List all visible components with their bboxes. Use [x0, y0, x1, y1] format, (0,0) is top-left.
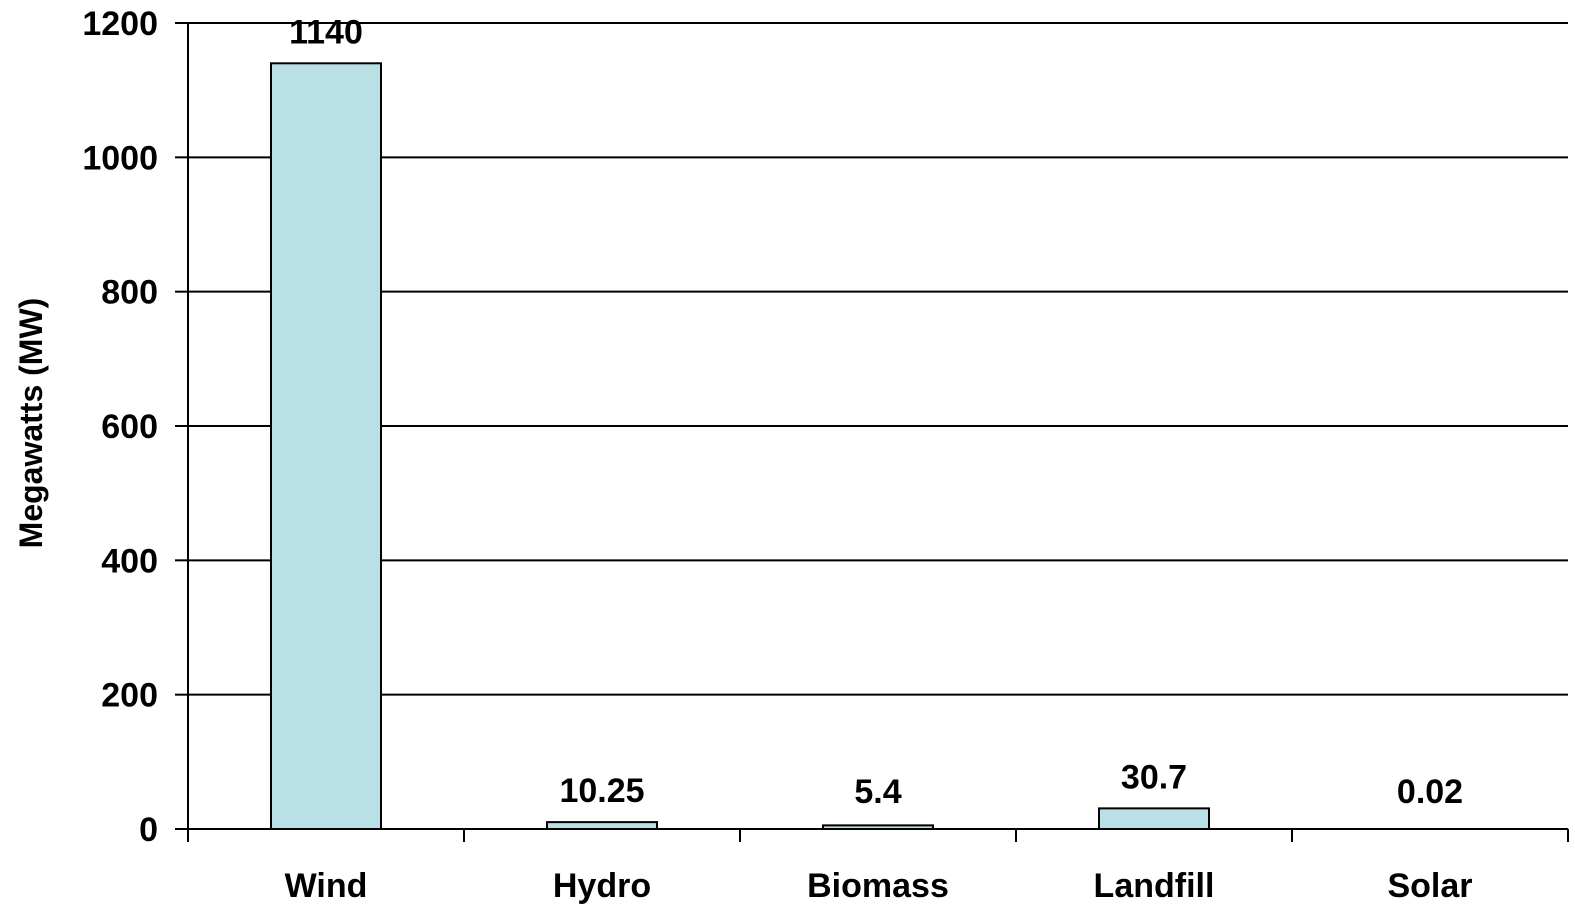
- y-tick-label: 200: [101, 677, 158, 715]
- x-category-label: Solar: [1387, 867, 1472, 905]
- y-tick-label: 1200: [82, 5, 158, 43]
- data-labels: 1140 10.25 5.4 30.7 0.02: [289, 13, 1463, 811]
- y-tick-label: 600: [101, 408, 158, 446]
- x-category-label: Hydro: [553, 867, 651, 905]
- gridlines: [188, 22, 1568, 696]
- data-label: 0.02: [1397, 773, 1463, 811]
- y-tick-label: 400: [101, 542, 158, 580]
- data-label: 1140: [289, 13, 363, 51]
- data-label: 5.4: [854, 773, 901, 811]
- bar-hydro: [546, 821, 658, 831]
- x-category-label: Wind: [285, 867, 368, 905]
- y-tick-labels: 0 200 400 600 800 1000 1200: [82, 5, 158, 849]
- y-tick-label: 1000: [82, 139, 158, 177]
- bar-landfill: [1098, 807, 1210, 830]
- x-category-labels: Wind Hydro Biomass Landfill Solar: [285, 867, 1473, 905]
- y-axis-title: Megawatts (MW): [13, 298, 49, 549]
- axes: [175, 22, 1569, 842]
- bars: [270, 62, 1210, 831]
- x-category-label: Landfill: [1094, 867, 1215, 905]
- data-label: 10.25: [559, 772, 644, 810]
- bar-wind: [270, 62, 382, 831]
- x-category-label: Biomass: [807, 867, 949, 905]
- data-label: 30.7: [1121, 758, 1187, 796]
- y-tick-label: 0: [139, 811, 158, 849]
- y-tick-label: 800: [101, 274, 158, 312]
